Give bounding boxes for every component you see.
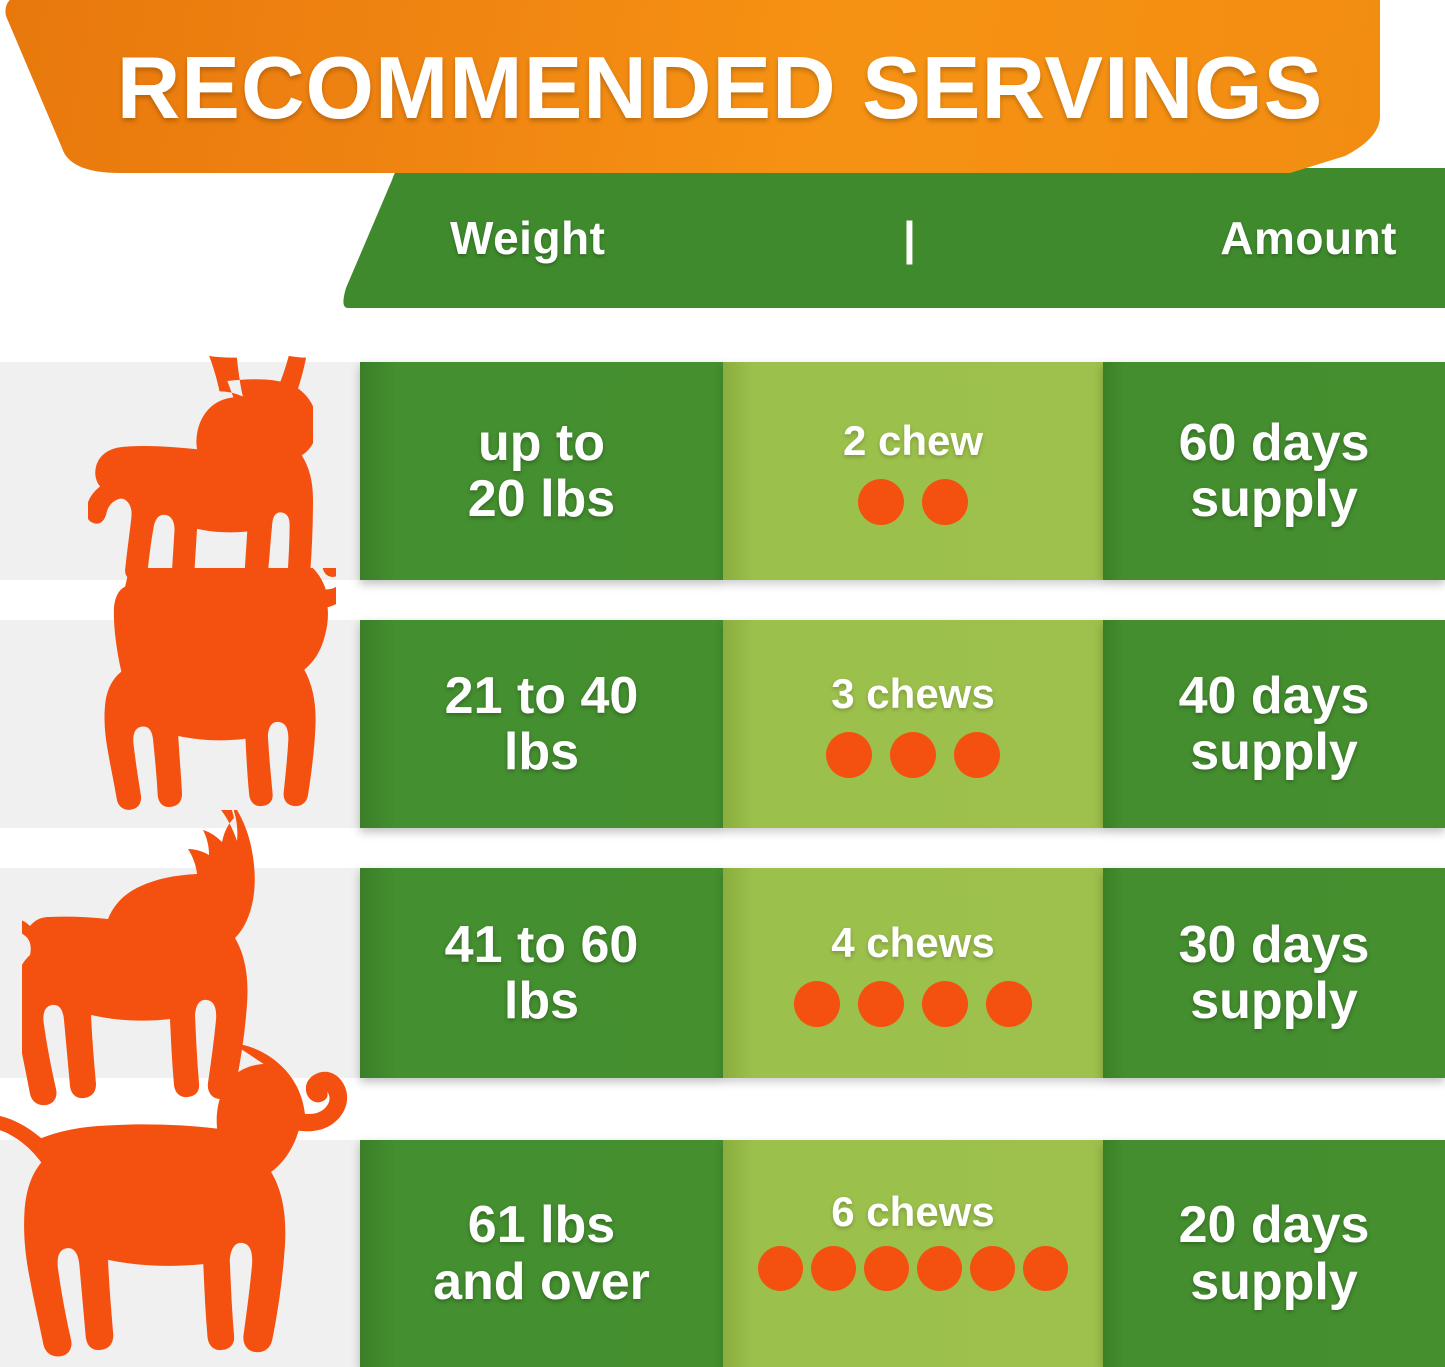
small-dog-icon xyxy=(88,342,313,602)
chew-dot xyxy=(858,479,904,525)
chews-label: 6 chews xyxy=(831,1188,995,1235)
chew-dot xyxy=(864,1246,909,1291)
chews-label: 2 chew xyxy=(842,417,984,464)
chew-dot xyxy=(826,732,872,778)
weight-cell: 61 lbs and over xyxy=(360,1140,723,1367)
supply-value: 60 days supply xyxy=(1178,413,1370,528)
weight-value: up to 20 lbs xyxy=(467,413,616,528)
chew-dot xyxy=(794,981,840,1027)
large-dog-icon xyxy=(22,810,322,1110)
weight-cell: 41 to 60 lbs xyxy=(360,868,723,1078)
supply-cell: 40 days supply xyxy=(1103,620,1445,828)
supply-cell: 20 days supply xyxy=(1103,1140,1445,1367)
weight-value: 41 to 60 lbs xyxy=(444,915,639,1030)
chew-dot xyxy=(970,1246,1015,1291)
chew-dots xyxy=(817,732,1009,778)
column-header-weight: Weight xyxy=(450,212,606,264)
chews-cell: 6 chews xyxy=(723,1140,1103,1367)
supply-value: 30 days supply xyxy=(1178,915,1370,1030)
supply-value: 40 days supply xyxy=(1178,666,1370,781)
chew-dot xyxy=(954,732,1000,778)
chew-dot xyxy=(922,981,968,1027)
chew-dot xyxy=(811,1246,856,1291)
chew-dots xyxy=(849,479,977,525)
chews-cell: 4 chews xyxy=(723,868,1103,1078)
medium-dog-icon xyxy=(56,568,336,848)
supply-cell: 30 days supply xyxy=(1103,868,1445,1078)
weight-cell: up to 20 lbs xyxy=(360,362,723,580)
extra-large-dog-icon xyxy=(0,1045,360,1363)
chews-cell: 3 chews xyxy=(723,620,1103,828)
serving-row: 41 to 60 lbs 4 chews 30 days supply xyxy=(0,810,1445,1106)
recommended-servings-banner xyxy=(0,0,1380,173)
page-title: RECOMMENDED SERVINGS xyxy=(116,37,1324,137)
serving-row: 61 lbs and over 6 chews 20 days supply xyxy=(0,1045,1445,1367)
supply-value: 20 days supply xyxy=(1178,1196,1370,1311)
banner-title-wrap: RECOMMENDED SERVINGS xyxy=(0,0,1380,173)
chews-label: 4 chews xyxy=(831,919,995,966)
column-header-divider: | xyxy=(903,212,916,264)
serving-row: up to 20 lbs 2 chew 60 days supply xyxy=(0,355,1445,584)
chews-cell: 2 chew xyxy=(723,362,1103,580)
serving-row: 21 to 40 lbs 3 chews 40 days supply xyxy=(0,568,1445,828)
chew-dots xyxy=(785,981,1041,1027)
table-header-bar xyxy=(340,168,1445,308)
chew-dot xyxy=(986,981,1032,1027)
weight-value: 21 to 40 lbs xyxy=(444,666,639,781)
chew-dot xyxy=(890,732,936,778)
chews-label: 3 chews xyxy=(831,670,995,717)
chew-dot xyxy=(917,1246,962,1291)
column-header-amount: Amount xyxy=(1220,212,1397,264)
chew-dot xyxy=(858,981,904,1027)
chew-dots xyxy=(754,1246,1072,1291)
table-header-labels: Weight | Amount xyxy=(340,168,1445,308)
weight-value: 61 lbs and over xyxy=(433,1196,650,1311)
chew-dot xyxy=(922,479,968,525)
chew-dot xyxy=(1023,1246,1068,1291)
supply-cell: 60 days supply xyxy=(1103,362,1445,580)
chew-dot xyxy=(758,1246,803,1291)
header-zone: Weight | Amount RECOMMENDED SERVINGS xyxy=(0,0,1445,350)
weight-cell: 21 to 40 lbs xyxy=(360,620,723,828)
